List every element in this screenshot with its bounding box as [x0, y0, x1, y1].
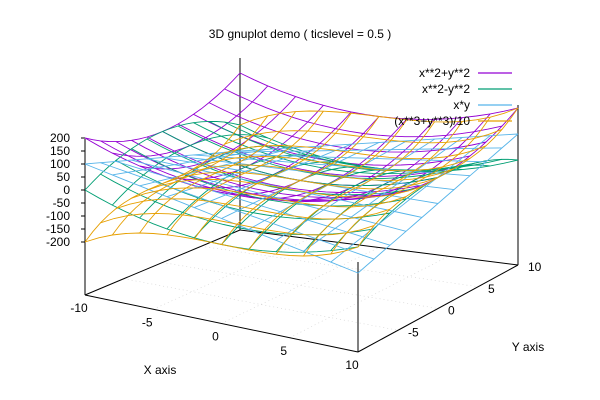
grid-line-y	[162, 262, 439, 309]
mesh-line-y	[224, 88, 503, 138]
mesh-line-y	[131, 139, 407, 199]
mesh-line-y	[177, 125, 455, 179]
mesh-line-y	[208, 153, 487, 163]
surfaces	[84, 72, 519, 274]
x-tick-label: 5	[280, 344, 287, 358]
z-tick-label: -100	[46, 209, 70, 223]
x-axis-line	[84, 294, 359, 353]
mesh-line-y	[115, 198, 391, 220]
grid-line-x	[153, 238, 310, 310]
z-tick-label: -50	[53, 196, 71, 210]
base-grid	[84, 229, 519, 353]
z-tick-label: 150	[50, 144, 70, 158]
mesh-line-y	[131, 148, 407, 207]
mesh-line-y	[224, 147, 503, 153]
mesh-line-y	[100, 173, 375, 236]
y-tick-label: 0	[448, 304, 455, 318]
mesh-line-y	[84, 232, 359, 257]
z-tick-label: 0	[63, 183, 70, 197]
mesh-line-y	[193, 154, 471, 177]
x-tick-label: -5	[142, 315, 153, 329]
legend-label: x**2-y**2	[422, 82, 470, 96]
legend-label: x*y	[453, 98, 470, 112]
mesh-line-y	[100, 162, 375, 260]
base-axes	[84, 58, 519, 353]
y-tick-label: 10	[528, 260, 542, 274]
z-tick-label: 100	[50, 157, 70, 171]
x-tick-label: 10	[345, 358, 359, 372]
legend-label: x**2+y**2	[419, 66, 470, 80]
mesh-line-y	[115, 160, 391, 246]
mesh-line-y	[177, 164, 455, 181]
y-axis-line	[357, 264, 519, 353]
mesh-line-y	[162, 171, 439, 190]
mesh-line-y	[239, 107, 519, 126]
mesh-line-y	[131, 187, 407, 208]
x-tick-labels: -10 -5 0 5 10	[70, 301, 359, 372]
surface-1	[84, 120, 519, 253]
grid-line-x	[289, 255, 449, 339]
mesh-line-y	[239, 72, 519, 120]
mesh-line-y	[193, 156, 471, 172]
z-tick-label: -150	[46, 222, 70, 236]
mesh-line-y	[146, 136, 423, 194]
x-tick-label: 0	[212, 330, 219, 344]
y-tick-label: 5	[488, 282, 495, 296]
x-axis-label: X axis	[144, 363, 177, 377]
z-tick-label: 50	[57, 170, 71, 184]
grid-line-x	[221, 247, 380, 324]
mesh-line-y	[146, 179, 423, 198]
chart-title: 3D gnuplot demo ( ticslevel = 0.5 )	[209, 27, 391, 41]
grid-line-y	[123, 278, 399, 331]
mesh-line-y	[100, 212, 375, 236]
legend: x**2+y**2 x**2-y**2 x*y (x**3+y**3)/10	[394, 66, 512, 128]
x-tick-label: -10	[70, 301, 88, 315]
base-edge-back	[239, 229, 519, 266]
y-axis-label: Y axis	[512, 340, 544, 354]
mesh-line-y	[239, 133, 519, 152]
y-tick-labels: -5 0 5 10	[408, 260, 542, 339]
y-tick-label: -5	[408, 325, 419, 339]
surface-3	[84, 107, 519, 257]
mesh-line-y	[208, 145, 487, 160]
mesh-line-y	[84, 163, 359, 274]
legend-label: (x**3+y**3)/10	[394, 114, 470, 128]
z-tick-label: -200	[46, 235, 70, 249]
mesh-line-y	[224, 128, 503, 145]
z-tick-label: 200	[50, 131, 70, 145]
base-edge-left	[84, 229, 241, 296]
mesh-line-y	[84, 137, 359, 201]
